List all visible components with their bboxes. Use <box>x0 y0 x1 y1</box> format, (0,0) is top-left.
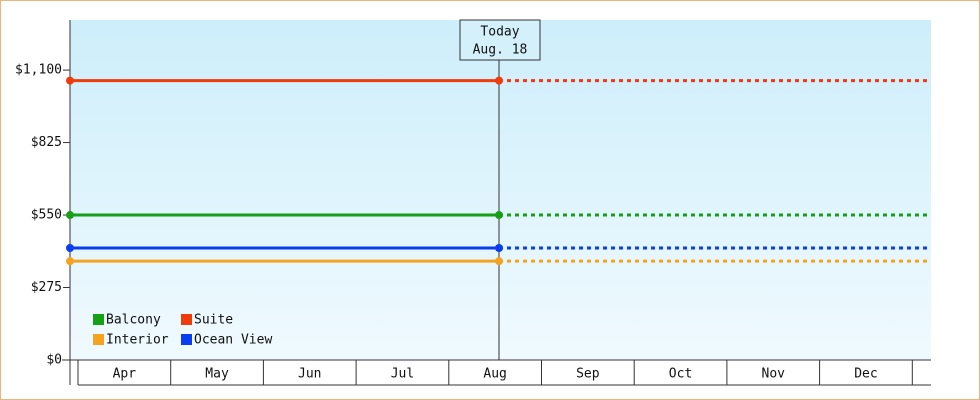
x-tick-label: Oct <box>669 367 692 382</box>
x-tick-label: Dec <box>854 367 877 382</box>
legend-label: Interior <box>106 333 169 348</box>
y-tick-label: $825 <box>31 135 62 150</box>
today-title: Today <box>480 25 519 40</box>
x-tick-label: Sep <box>576 367 600 382</box>
x-tick-label: Apr <box>113 367 137 382</box>
x-tick-label: Jul <box>391 367 414 382</box>
point <box>66 243 74 252</box>
point <box>66 211 74 220</box>
legend-label: Ocean View <box>194 333 272 348</box>
plot-area <box>70 20 931 360</box>
x-tick-label: Nov <box>762 367 786 382</box>
point <box>66 257 74 266</box>
legend-label: Suite <box>194 313 233 328</box>
x-tick-label: Jun <box>298 367 321 382</box>
point <box>495 243 503 252</box>
x-tick-label: Aug <box>483 367 506 382</box>
point <box>495 211 503 220</box>
y-tick-label: $0 <box>46 353 62 368</box>
point <box>495 76 503 85</box>
point <box>495 257 503 266</box>
legend-swatch <box>181 334 192 345</box>
y-tick-label: $550 <box>31 208 62 223</box>
legend-swatch <box>93 334 104 345</box>
y-tick-label: $1,100 <box>15 63 62 78</box>
today-date: Aug. 18 <box>473 43 528 58</box>
legend-swatch <box>181 314 192 325</box>
y-tick-label: $275 <box>31 280 62 295</box>
point <box>66 76 74 85</box>
legend-label: Balcony <box>106 313 161 328</box>
legend-swatch <box>93 314 104 325</box>
x-tick-label: May <box>205 367 229 382</box>
today-box <box>459 19 541 61</box>
